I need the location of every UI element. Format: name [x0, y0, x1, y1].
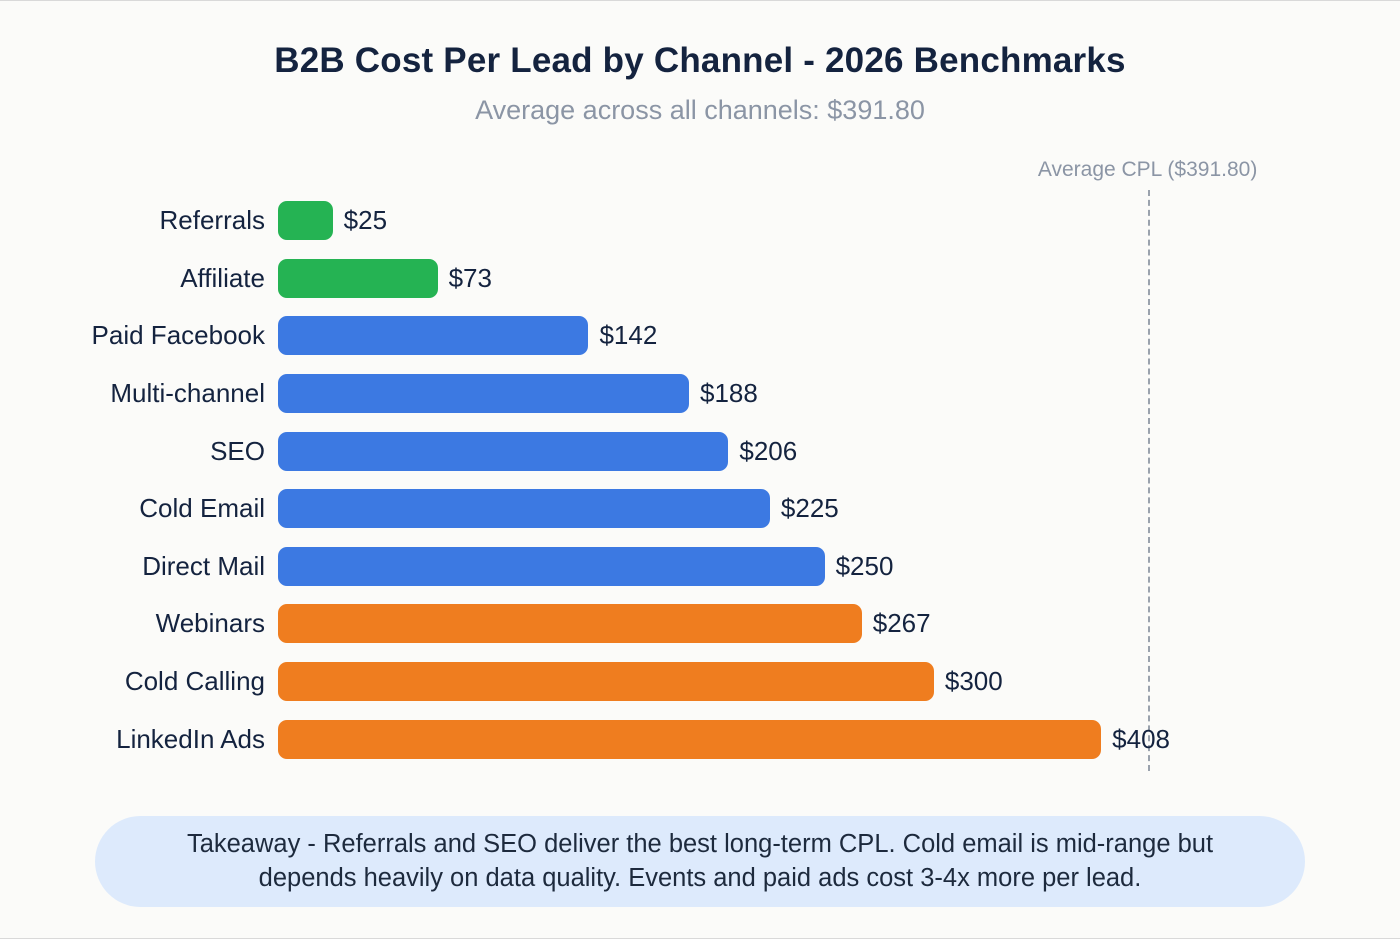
value-label: $142: [599, 320, 658, 351]
value-label: $300: [944, 666, 1003, 697]
bar-track: $408: [278, 719, 1170, 759]
bar-row: LinkedIn Ads $408: [30, 710, 1370, 768]
category-label: SEO: [210, 435, 265, 466]
value-label: $188: [700, 378, 758, 409]
bar-track: $188: [278, 374, 1170, 414]
bar-row: Referrals $25: [30, 192, 1370, 250]
plot-area: Average CPL ($391.80) Referrals $25 Affili…: [30, 146, 1370, 774]
category-label: Paid Facebook: [91, 320, 265, 351]
category-label: Affiliate: [180, 262, 265, 293]
value-label: $225: [780, 493, 839, 524]
bar-row: Webinars $267: [30, 595, 1370, 653]
bar: [278, 431, 729, 471]
bar: [278, 604, 862, 644]
takeaway-text: Takeaway - Referrals and SEO deliver the…: [186, 829, 1214, 892]
bar-row: SEO $206: [30, 422, 1370, 480]
bar-track: $225: [278, 489, 1170, 529]
bar-row: Direct Mail $250: [30, 538, 1370, 596]
bar-row: Cold Calling $300: [30, 653, 1370, 711]
category-label: Multi-channel: [110, 378, 265, 409]
bar-track: $206: [278, 431, 1170, 471]
chart-subtitle: Average across all channels: $391.80: [475, 95, 925, 125]
bar-track: $267: [278, 604, 1170, 644]
bar: [278, 316, 589, 356]
average-reference-line: [1147, 190, 1150, 771]
bar: [278, 662, 934, 702]
category-label: Webinars: [155, 608, 265, 639]
bar-rows: Referrals $25 Affiliate $73 Paid Facebook $14…: [30, 192, 1370, 768]
category-label: Cold Email: [139, 493, 265, 524]
bar: [278, 374, 690, 414]
bar-track: $25: [278, 201, 1170, 241]
bar: [278, 719, 1102, 759]
bar-row: Multi-channel $188: [30, 365, 1370, 423]
bar-row: Cold Email $225: [30, 480, 1370, 538]
average-line-label: Average CPL ($391.80): [1037, 158, 1258, 181]
chart-title: B2B Cost Per Lead by Channel - 2026 Benc…: [274, 41, 1126, 80]
value-label: $25: [343, 205, 388, 236]
value-label: $408: [1112, 723, 1170, 754]
bar-track: $73: [278, 258, 1170, 298]
bar-track: $250: [278, 546, 1170, 586]
category-label: Cold Calling: [124, 666, 265, 697]
value-label: $73: [448, 262, 492, 293]
value-label: $250: [835, 550, 894, 581]
category-label: Direct Mail: [142, 550, 265, 581]
value-label: $206: [739, 435, 798, 466]
bar: [278, 201, 333, 241]
bar: [278, 489, 770, 529]
category-label: LinkedIn Ads: [116, 723, 265, 754]
bar-track: $300: [278, 662, 1170, 702]
value-label: $267: [872, 608, 931, 639]
bar-row: Paid Facebook $142: [30, 307, 1370, 365]
bar-row: Affiliate $73: [30, 250, 1370, 308]
bar: [278, 258, 438, 298]
category-label: Referrals: [159, 205, 265, 236]
bar: [278, 546, 825, 586]
takeaway-banner: Takeaway - Referrals and SEO deliver the…: [95, 816, 1305, 907]
bar-track: $142: [278, 316, 1170, 356]
